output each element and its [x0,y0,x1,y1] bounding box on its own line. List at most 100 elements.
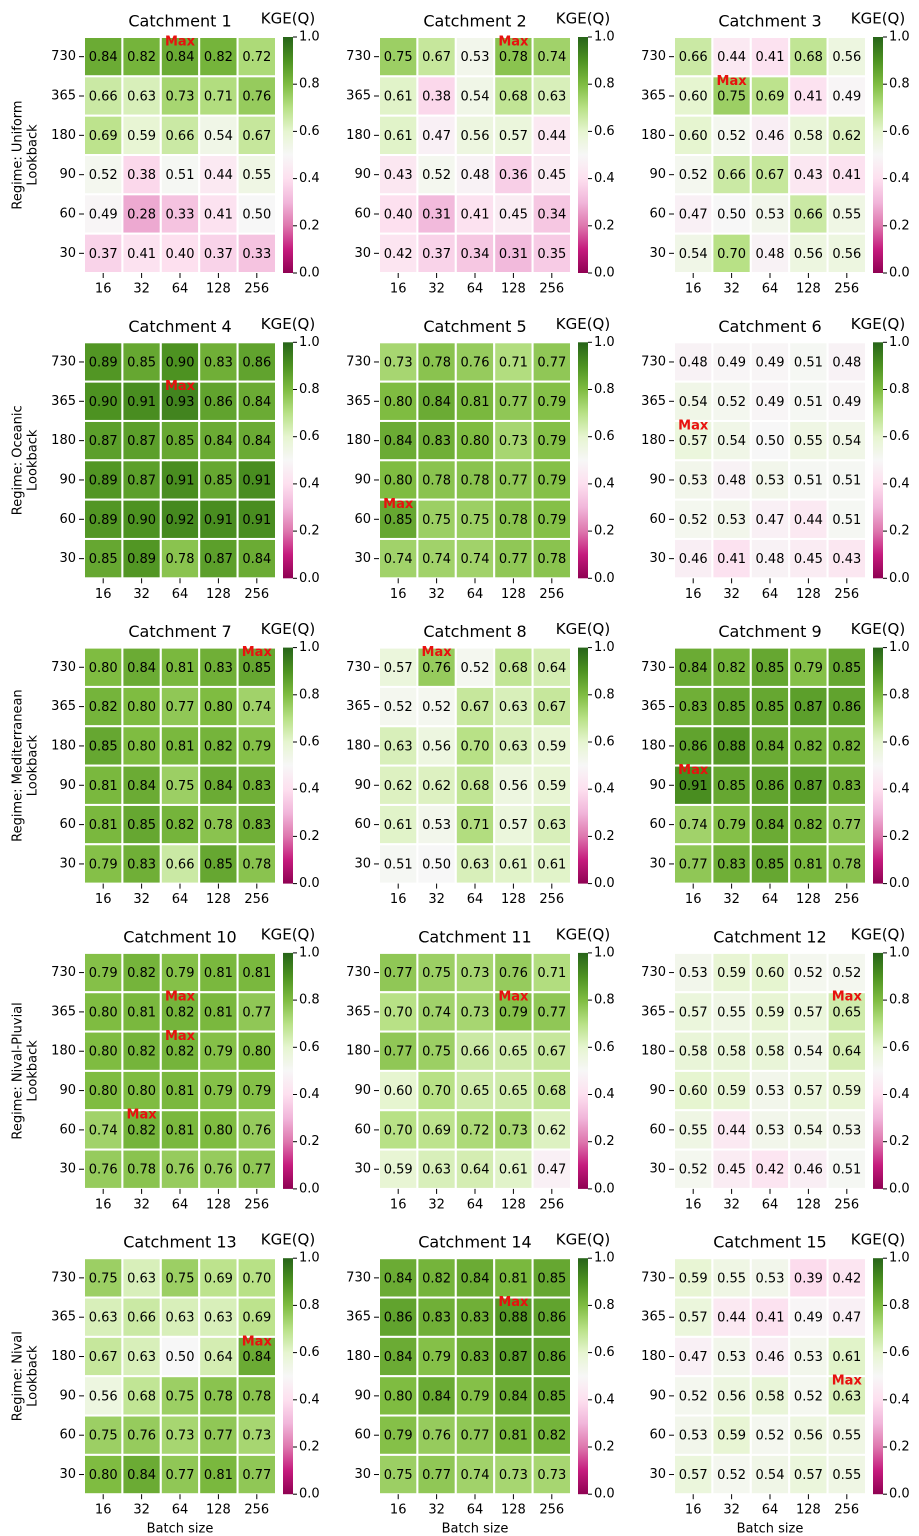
y-tick-label: 30 [649,246,666,261]
max-annotation: Max [242,1334,273,1349]
cell-value-label: 0.83 [461,1311,490,1326]
cell-value-label: 0.80 [89,1045,118,1060]
y-tick-label: 365 [51,1004,76,1019]
cell-value-label: 0.53 [756,208,785,223]
chart-title: Catchment 15 [713,1233,826,1252]
colorbar-tick-label: 1.0 [594,640,615,655]
cell-value-label: 0.61 [832,1350,861,1365]
colorbar-tick-label: 0.8 [299,382,320,397]
heatmap-cell [673,1453,714,1496]
colorbar-tick-label: 0.6 [594,1345,615,1360]
cell-value-label: 0.38 [127,168,156,183]
cell-value-label: 0.46 [756,1350,785,1365]
cell-value-label: 0.60 [679,90,708,105]
colorbar-tick-label: 0.8 [594,1298,615,1313]
cell-value-label: 0.58 [756,1045,785,1060]
cell-value-label: 0.41 [756,1311,785,1326]
cell-value-label: 0.72 [461,1123,490,1138]
cell-value-label: 0.85 [204,473,233,488]
cell-value-label: 0.51 [832,1163,861,1178]
cell-value-label: 0.68 [499,90,528,105]
y-tick-label: 60 [649,817,666,832]
y-tick-label: 60 [649,1428,666,1443]
cell-value-label: 0.52 [384,700,413,715]
heatmap-cell [121,991,162,1033]
cell-value-label: 0.63 [204,1311,233,1326]
x-tick-label: 256 [834,892,859,907]
heatmap-cell [493,193,534,235]
x-tick-label: 16 [685,587,702,602]
colorbar-tick-label: 1.0 [889,945,910,960]
cell-value-label: 0.86 [832,700,861,715]
cell-value-label: 0.52 [717,395,746,410]
x-tick-label: 256 [539,282,564,297]
colorbar-tick-label: 0.8 [889,1298,910,1313]
heatmap-cell [749,1375,791,1417]
heatmap-cell [454,991,496,1033]
heatmap-cell [83,419,124,462]
cell-value-label: 0.44 [717,50,746,65]
heatmap-cell [416,1414,457,1456]
max-annotation: Max [832,1374,863,1389]
heatmap-cell [531,685,572,728]
heatmap-cell [454,75,496,117]
cell-value-label: 0.85 [89,552,118,567]
colorbar-tick-label: 0.0 [889,266,910,281]
cell-value-label: 0.74 [537,50,566,65]
cell-value-label: 0.57 [679,1468,708,1483]
x-tick-label: 256 [834,282,859,297]
cell-value-label: 0.79 [537,434,566,449]
cell-value-label: 0.43 [384,168,413,183]
colorbar-tick-label: 1.0 [299,335,320,350]
heatmap-cell [826,1069,867,1112]
cell-value-label: 0.34 [461,247,490,262]
cell-value-label: 0.50 [166,1350,195,1365]
cell-value-label: 0.88 [717,739,746,754]
cell-value-label: 0.67 [537,700,566,715]
cell-value-label: 0.54 [756,1468,785,1483]
cell-value-label: 0.28 [127,208,156,223]
cell-value-label: 0.79 [89,966,118,981]
heatmap-cell [788,75,829,117]
heatmap-cell [788,685,829,728]
cell-value-label: 0.69 [242,1311,271,1326]
heatmap-cell [121,764,162,806]
cell-value-label: 0.61 [384,818,413,833]
x-tick-label: 64 [467,587,484,602]
cell-value-label: 0.47 [679,208,708,223]
x-tick-label: 256 [244,587,269,602]
cell-value-label: 0.61 [384,90,413,105]
cell-value-label: 0.47 [422,129,451,144]
x-tick-label: 128 [501,587,526,602]
heatmap-cell [826,498,867,540]
colorbar [578,647,588,884]
cell-value-label: 0.91 [242,513,271,528]
cell-value-label: 0.51 [832,513,861,528]
max-annotation: Max [165,379,196,394]
y-tick-label: 730 [51,965,76,980]
cell-value-label: 0.87 [204,552,233,567]
cell-value-label: 0.53 [717,1350,746,1365]
heatmap-cell [378,725,419,767]
max-annotation: Max [127,1108,158,1123]
cell-value-label: 0.31 [422,208,451,223]
cell-value-label: 0.37 [422,247,451,262]
cell-value-label: 0.79 [717,818,746,833]
y-tick-label: 365 [346,1004,371,1019]
y-tick-label: 180 [641,433,666,448]
heatmap-cell [236,1414,278,1456]
cell-value-label: 0.85 [537,1389,566,1404]
cell-value-label: 0.90 [89,395,118,410]
heatmap-cell [531,951,572,994]
x-axis-label: Batch size [147,1522,214,1536]
y-tick-label: 180 [346,738,371,753]
cell-value-label: 0.65 [461,1084,490,1099]
colorbar-tick-label: 0.4 [299,1087,320,1102]
y-tick-label: 180 [641,128,666,143]
cell-value-label: 0.52 [422,700,451,715]
max-annotation: Max [717,74,748,89]
cell-value-label: 0.55 [717,1005,746,1020]
heatmap-cell [711,1335,752,1378]
cell-value-label: 0.59 [384,1163,413,1178]
heatmap-cell [749,154,791,196]
